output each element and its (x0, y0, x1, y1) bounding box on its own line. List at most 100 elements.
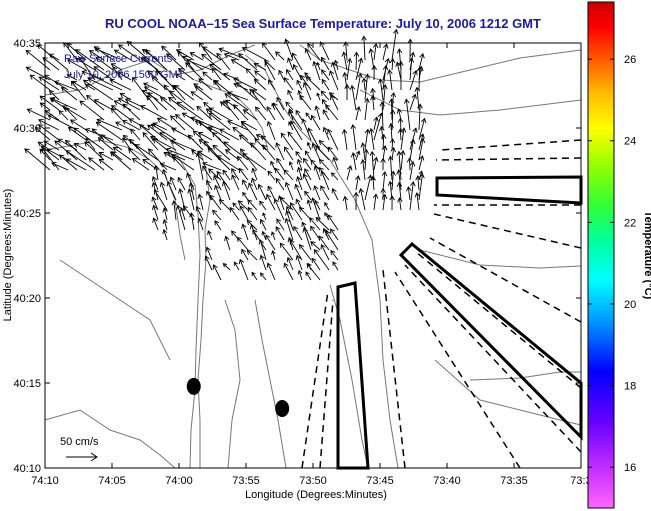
vector-head (270, 160, 275, 166)
current-vector (314, 105, 321, 121)
vector-head (161, 45, 167, 51)
vector-shaft (391, 171, 394, 191)
vector-shaft (185, 62, 204, 81)
vector-head (66, 74, 72, 79)
vector-head (274, 167, 280, 173)
vector-head (212, 131, 218, 138)
current-vector (43, 140, 60, 151)
current-vector (84, 127, 114, 141)
vector-head (330, 172, 336, 177)
vector-head (387, 180, 394, 186)
vector-head (283, 77, 289, 83)
colorbar-label: Temperature (°C) (642, 211, 651, 300)
current-vector (358, 187, 366, 211)
vector-head (189, 212, 195, 218)
current-vector (331, 188, 339, 201)
vector-head (237, 200, 244, 206)
vector-head (147, 92, 153, 98)
current-vector (397, 197, 403, 211)
vector-head (117, 97, 124, 103)
vector-head (207, 147, 213, 153)
vector-shaft (205, 255, 213, 271)
vector-shaft (287, 90, 294, 101)
vector-shaft (198, 218, 204, 231)
vector-head (145, 49, 151, 55)
current-vector (312, 60, 321, 81)
vector-head (37, 44, 43, 50)
current-vector (276, 218, 285, 231)
vector-shaft (89, 50, 105, 61)
vector-head (159, 162, 166, 168)
vector-head (98, 158, 105, 164)
vector-head (411, 93, 417, 100)
vector-shaft (351, 85, 357, 111)
vector-shaft (173, 200, 177, 221)
vector-head (46, 148, 53, 154)
vector-head (192, 130, 199, 136)
current-vector (350, 123, 357, 151)
current-vector (75, 49, 105, 71)
vector-head (148, 148, 154, 154)
vector-head (163, 84, 169, 90)
vector-shaft (225, 149, 240, 161)
vector-head (152, 217, 158, 223)
vector-shaft (418, 133, 424, 151)
current-vector (227, 91, 249, 101)
vector-shaft (325, 230, 339, 251)
vector-shaft (265, 235, 276, 251)
vector-shaft (310, 241, 321, 251)
vector-head (260, 272, 265, 277)
vector-head (319, 41, 325, 47)
vector-shaft (334, 60, 339, 71)
vector-shaft (250, 142, 267, 161)
current-vector (251, 167, 258, 181)
vector-head (75, 49, 81, 55)
vector-shaft (118, 71, 132, 81)
current-vector (73, 127, 105, 151)
vector-head (88, 157, 94, 163)
vector-head (283, 262, 289, 268)
vector-shaft (391, 147, 395, 161)
vector-shaft (292, 52, 303, 71)
vector-head (364, 97, 370, 103)
vector-head (232, 77, 239, 83)
current-vector (65, 150, 96, 171)
vector-head (398, 60, 404, 66)
vector-head (142, 159, 148, 164)
vector-shaft (208, 126, 231, 141)
current-vector (223, 100, 240, 121)
vector-shaft (364, 74, 369, 101)
y-tick-label: 40:10 (13, 463, 41, 475)
vector-head (143, 56, 149, 62)
vector-shaft (212, 144, 231, 161)
current-vector (34, 126, 51, 141)
vector-shaft (400, 150, 404, 171)
vector-head (223, 52, 230, 59)
colorbar-ticks: 26 24 22 20 18 16 (588, 54, 636, 474)
current-vector (278, 69, 285, 81)
vector-shaft (373, 113, 382, 141)
vector-head (51, 161, 57, 167)
vector-shaft (301, 222, 312, 241)
vector-shaft (39, 95, 60, 111)
vector-shaft (409, 58, 413, 81)
vector-head (327, 214, 333, 220)
vector-shaft (363, 78, 366, 91)
current-vector (387, 155, 394, 181)
vector-head (290, 120, 296, 126)
current-vector (381, 193, 388, 211)
current-vector (388, 122, 394, 141)
vector-shaft (216, 53, 231, 71)
vector-head (233, 104, 239, 110)
current-vector (97, 137, 114, 151)
vector-head (285, 101, 291, 107)
vector-head (417, 103, 423, 109)
vector-shaft (389, 156, 393, 181)
vector-head (302, 82, 309, 88)
current-vector (382, 84, 388, 111)
current-vector (162, 228, 168, 241)
current-vector (147, 124, 168, 141)
vector-shaft (307, 199, 312, 211)
current-vector (331, 61, 339, 81)
